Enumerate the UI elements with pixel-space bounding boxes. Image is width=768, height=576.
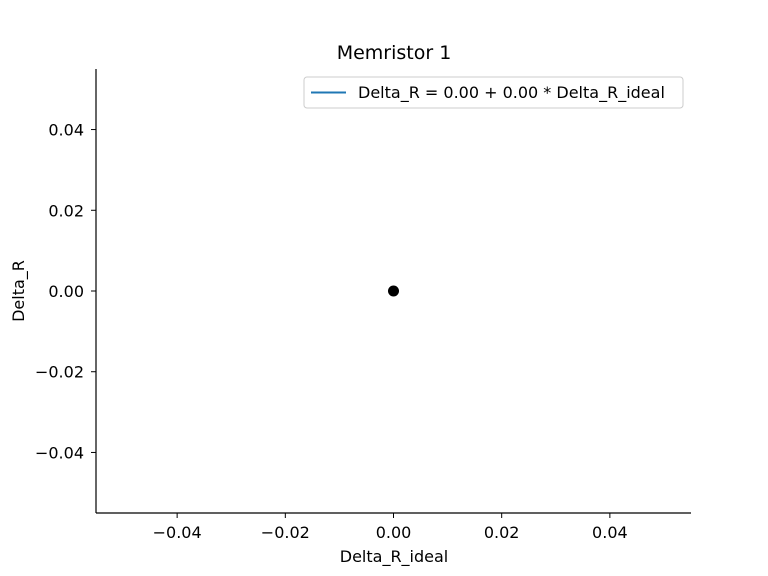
x-tick-label: 0.00 bbox=[376, 523, 412, 542]
plot-area bbox=[388, 285, 399, 297]
y-tick-label: −0.02 bbox=[35, 363, 84, 382]
legend: Delta_R = 0.00 + 0.00 * Delta_R_ideal bbox=[303, 76, 684, 109]
legend-entry-label: Delta_R = 0.00 + 0.00 * Delta_R_ideal bbox=[358, 83, 665, 103]
x-axis-ticks: −0.04 −0.02 0.00 0.02 0.04 bbox=[153, 513, 628, 542]
y-tick-label: 0.00 bbox=[48, 282, 84, 301]
legend-box bbox=[303, 76, 684, 109]
x-tick-label: 0.02 bbox=[484, 523, 520, 542]
y-tick-label: 0.02 bbox=[48, 201, 84, 220]
y-axis-ticks: −0.04 −0.02 0.00 0.02 0.04 bbox=[35, 121, 96, 462]
data-point bbox=[388, 285, 399, 297]
x-tick-label: −0.04 bbox=[153, 523, 202, 542]
x-tick-label: 0.04 bbox=[592, 523, 628, 542]
chart-title: Memristor 1 bbox=[337, 42, 452, 64]
y-axis-label: Delta_R bbox=[9, 260, 29, 322]
y-tick-label: 0.04 bbox=[48, 121, 84, 140]
y-tick-label: −0.04 bbox=[35, 443, 84, 462]
x-axis-label: Delta_R_ideal bbox=[340, 547, 449, 567]
x-tick-label: −0.02 bbox=[261, 523, 310, 542]
